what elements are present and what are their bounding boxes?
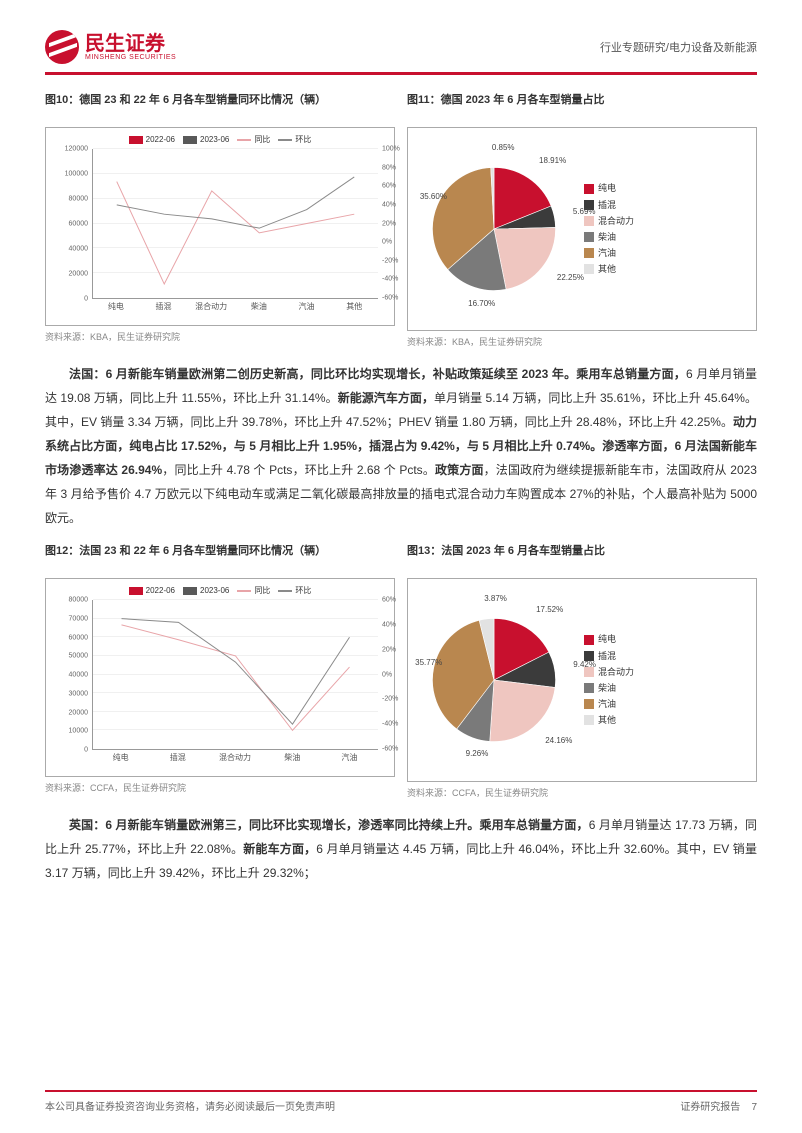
chart-12-plot: 0100002000030000400005000060000700008000… bbox=[52, 600, 388, 770]
header-category: 行业专题研究/电力设备及新能源 bbox=[600, 39, 757, 55]
chart-12-title: 图12：法国 23 和 22 年 6 月各车型销量同环比情况（辆） bbox=[45, 544, 395, 572]
chart-11-area: 18.91%5.69%22.25%16.70%35.60%0.85%纯电插混混合… bbox=[407, 127, 757, 331]
paragraph-uk: 英国：6 月新能车销量欧洲第三，同比环比实现增长，渗透率同比持续上升。乘用车总销… bbox=[45, 813, 757, 885]
chart-11-source: 资料来源：KBA，民生证券研究院 bbox=[407, 335, 757, 348]
chart-11-title: 图11：德国 2023 年 6 月各车型销量占比 bbox=[407, 93, 757, 121]
chart-10-title: 图10：德国 23 和 22 年 6 月各车型销量同环比情况（辆） bbox=[45, 93, 395, 121]
chart-12-legend: 2022-062023-06同比环比 bbox=[52, 585, 388, 596]
paragraph-france: 法国：6 月新能车销量欧洲第二创历史新高，同比环比均实现增长，补贴政策延续至 2… bbox=[45, 362, 757, 530]
chart-11-box: 图11：德国 2023 年 6 月各车型销量占比 18.91%5.69%22.2… bbox=[407, 93, 757, 348]
chart-10-box: 图10：德国 23 和 22 年 6 月各车型销量同环比情况（辆） 2022-0… bbox=[45, 93, 395, 348]
footer-disclaimer: 本公司具备证券投资咨询业务资格，请务必阅读最后一页免责声明 bbox=[45, 1098, 335, 1113]
chart-12-area: 2022-062023-06同比环比 010000200003000040000… bbox=[45, 578, 395, 777]
logo: 民生证券 MINSHENG SECURITIES bbox=[45, 30, 176, 64]
chart-11-plot: 18.91%5.69%22.25%16.70%35.60%0.85%纯电插混混合… bbox=[414, 134, 750, 324]
chart-10-area: 2022-062023-06同比环比 020000400006000080000… bbox=[45, 127, 395, 326]
chart-10-source: 资料来源：KBA，民生证券研究院 bbox=[45, 330, 395, 343]
chart-10-plot: 020000400006000080000100000120000 -60%-4… bbox=[52, 149, 388, 319]
chart-13-plot: 17.52%9.42%24.16%9.26%35.77%3.87%纯电插混混合动… bbox=[414, 585, 750, 775]
footer-right: 证券研究报告 7 bbox=[680, 1098, 757, 1113]
logo-text-en: MINSHENG SECURITIES bbox=[85, 54, 176, 61]
page-header: 民生证券 MINSHENG SECURITIES 行业专题研究/电力设备及新能源 bbox=[45, 30, 757, 75]
chart-12-source: 资料来源：CCFA，民生证券研究院 bbox=[45, 781, 395, 794]
chart-13-area: 17.52%9.42%24.16%9.26%35.77%3.87%纯电插混混合动… bbox=[407, 578, 757, 782]
chart-10-legend: 2022-062023-06同比环比 bbox=[52, 134, 388, 145]
logo-text-cn: 民生证券 bbox=[85, 34, 176, 54]
chart-13-source: 资料来源：CCFA，民生证券研究院 bbox=[407, 786, 757, 799]
page-footer: 本公司具备证券投资咨询业务资格，请务必阅读最后一页免责声明 证券研究报告 7 bbox=[45, 1090, 757, 1113]
chart-13-title: 图13：法国 2023 年 6 月各车型销量占比 bbox=[407, 544, 757, 572]
chart-12-box: 图12：法国 23 和 22 年 6 月各车型销量同环比情况（辆） 2022-0… bbox=[45, 544, 395, 799]
logo-icon bbox=[45, 30, 79, 64]
chart-13-box: 图13：法国 2023 年 6 月各车型销量占比 17.52%9.42%24.1… bbox=[407, 544, 757, 799]
